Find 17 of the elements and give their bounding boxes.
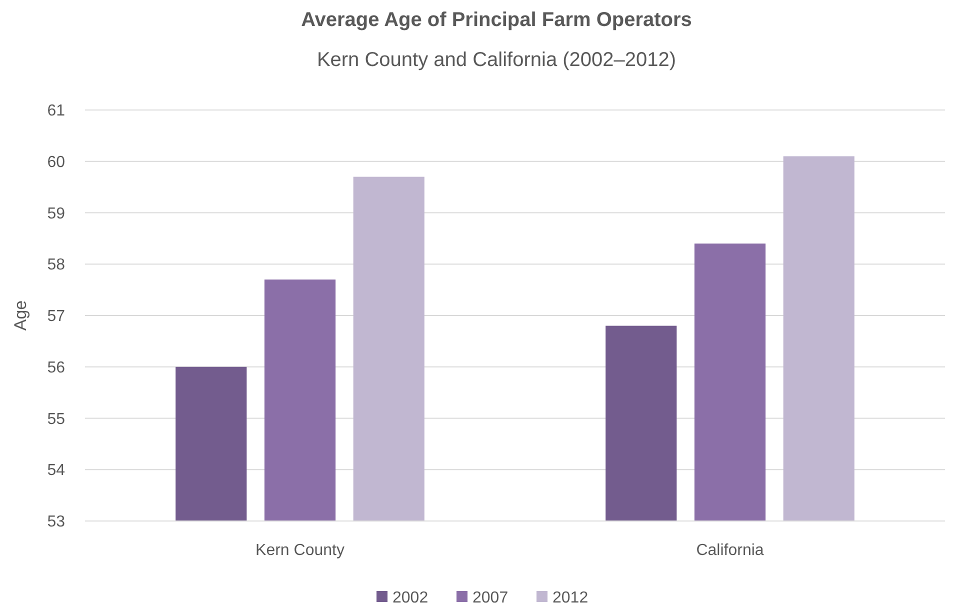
chart-title: Average Age of Principal Farm Operators [301,9,692,31]
chart-subtitle: Kern County and California (2002–2012) [316,49,676,71]
legend-label: 2012 [552,590,588,607]
y-tick-label: 54 [47,462,66,480]
y-tick-label: 59 [47,205,66,222]
y-tick-label: 60 [47,154,66,171]
y-tick-label: 56 [47,359,66,376]
y-tick-label: 57 [47,308,66,326]
y-tick-label: 53 [47,514,66,531]
legend-label: 2007 [472,590,508,607]
x-tick-label: Kern County [256,542,344,559]
legend-label: 2002 [392,590,428,607]
y-tick-label: 55 [47,410,66,428]
x-tick-label: California [696,542,764,559]
y-axis-title: Age [11,300,30,331]
y-tick-label: 58 [47,256,66,274]
y-tick-label: 61 [47,102,66,120]
